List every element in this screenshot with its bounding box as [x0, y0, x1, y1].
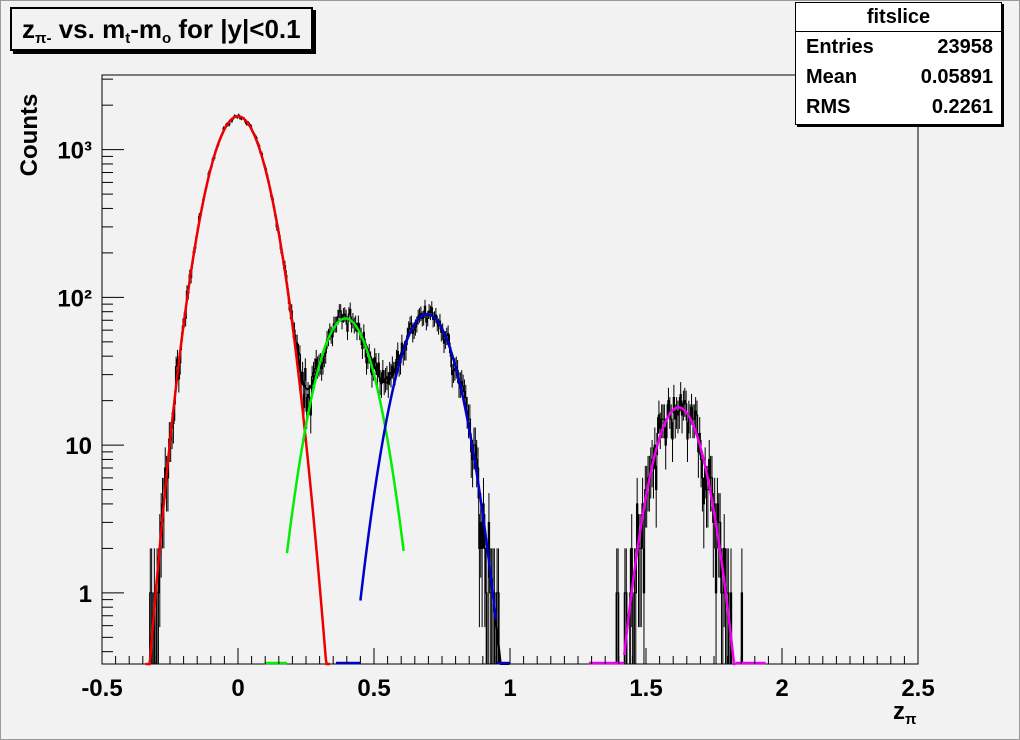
title-z: z	[22, 14, 35, 44]
y-tick-label: 10	[65, 433, 92, 460]
stats-box: fitslice Entries 23958 Mean 0.05891 RMS …	[795, 2, 1002, 125]
x-axis-label: zπ	[893, 698, 917, 728]
fit-curve-deuteron	[622, 406, 736, 666]
entries-value: 23958	[937, 36, 993, 58]
title-rest3: for |y|<0.1	[171, 14, 301, 44]
title-rest2: -m	[130, 14, 162, 44]
fit-curve-kaon	[285, 317, 405, 554]
fit-curve-proton	[359, 312, 498, 620]
mean-value: 0.05891	[920, 66, 993, 88]
plot-title: zπ- vs. mt-mo for |y|<0.1	[10, 7, 313, 51]
stats-entries-row: Entries 23958	[796, 32, 1001, 62]
rms-label: RMS	[806, 96, 851, 118]
stats-mean-row: Mean 0.05891	[796, 62, 1001, 92]
title-sub: π-	[35, 30, 52, 47]
fit-curve-pion	[145, 115, 330, 666]
y-axis-label: Counts	[16, 93, 43, 177]
stats-rms-row: RMS 0.2261	[796, 92, 1001, 122]
title-rest: vs. m	[51, 14, 126, 44]
x-tick-label: 2.5	[901, 675, 934, 702]
y-tick-label: 1	[79, 581, 92, 608]
mean-label: Mean	[806, 66, 858, 88]
rms-value: 0.2261	[931, 96, 993, 118]
x-tick-label: 1	[503, 675, 516, 702]
y-tick-label: 10³	[57, 138, 92, 165]
y-tick-label: 10²	[57, 285, 92, 312]
stats-name: fitslice	[796, 3, 1001, 32]
x-tick-label: 2	[775, 675, 788, 702]
entries-label: Entries	[806, 36, 874, 58]
title-sub3: o	[161, 30, 172, 47]
x-tick-label: 0	[231, 675, 244, 702]
plot-area	[101, 74, 919, 665]
title-sub2: t	[125, 30, 131, 47]
x-tick-label: 1.5	[629, 675, 662, 702]
x-tick-label: -0.5	[81, 675, 122, 702]
x-tick-label: 0.5	[357, 675, 390, 702]
